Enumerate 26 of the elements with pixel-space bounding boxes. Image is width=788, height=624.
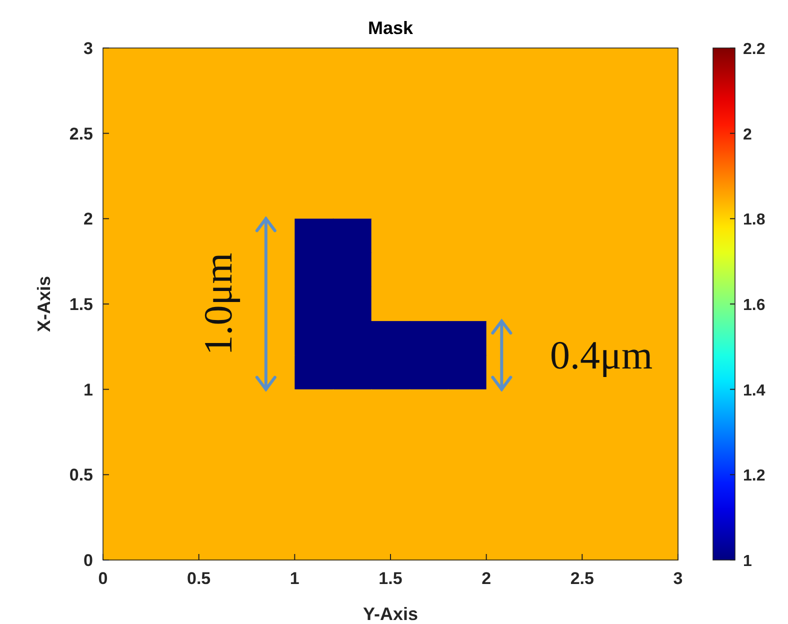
- x-tick-label: 2: [482, 569, 492, 588]
- y-tick-label: 2: [84, 210, 93, 229]
- y-tick-label: 3: [84, 39, 93, 58]
- x-tick-label: 0.5: [187, 569, 211, 588]
- chart-title: Mask: [368, 18, 414, 38]
- x-tick-label: 0: [98, 569, 108, 588]
- y-tick-label: 1.5: [69, 295, 93, 314]
- color-bar-label: 1.4: [743, 382, 766, 400]
- y-tick-label: 0: [84, 551, 93, 570]
- color-bar-label: 1: [743, 553, 752, 570]
- x-tick-label: 1: [290, 569, 300, 588]
- color-bar-label: 2: [743, 126, 752, 144]
- color-bar-label: 1.8: [743, 212, 766, 229]
- annotation: 0.4μm: [550, 332, 653, 378]
- color-bar-label: 2.2: [743, 41, 766, 58]
- x-axis-title: Y-Axis: [362, 604, 418, 624]
- color-bar-label: 1.2: [743, 468, 766, 485]
- color-bar-label: 1.6: [743, 297, 766, 314]
- annotation: 1.0μm: [196, 252, 240, 356]
- x-tick-label: 2.5: [570, 569, 594, 588]
- y-axis-title: X-Axis: [34, 276, 54, 332]
- x-tick-label: 1.5: [378, 569, 402, 588]
- y-tick-label: 0.5: [69, 466, 93, 485]
- y-tick-label: 2.5: [69, 124, 93, 144]
- y-tick-label: 1: [84, 380, 93, 400]
- x-tick-label: 3: [673, 569, 683, 588]
